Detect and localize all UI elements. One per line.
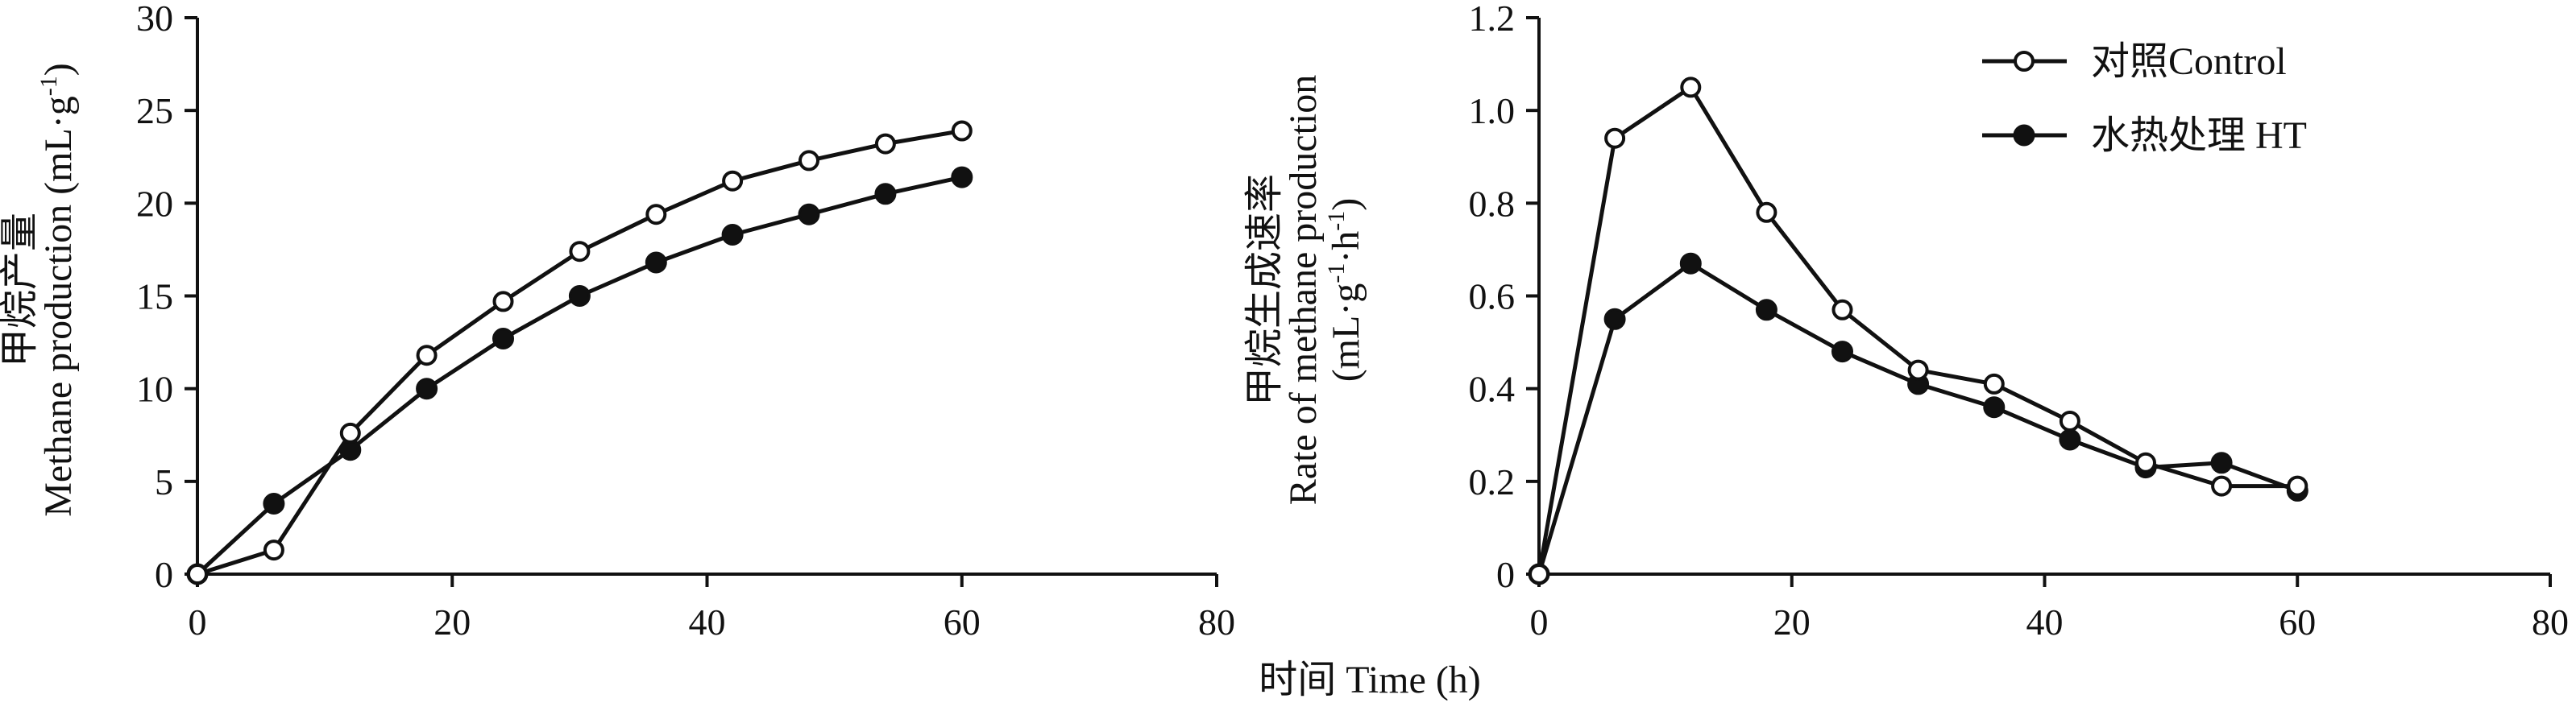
right-point-control <box>1604 127 1626 149</box>
left-x-tick-label: 60 <box>944 602 981 643</box>
left-ylabel-en: Methane production (mL·g-1) <box>35 63 80 517</box>
legend-marker-control <box>2014 51 2035 72</box>
right-point-ht <box>2059 428 2081 451</box>
right-y-tick-label: 1.2 <box>1469 0 1516 39</box>
left-point-control <box>187 564 208 585</box>
left-chart-panel: 0 5 10 15 20 25 30 0 20 40 60 80 甲烷产量 Methane produ… <box>0 0 1235 643</box>
right-x-tick-label: 20 <box>1773 602 1811 643</box>
right-point-ht <box>1983 396 2006 419</box>
right-x-tick-label: 80 <box>2532 602 2569 643</box>
left-point-control <box>416 345 438 366</box>
right-point-control <box>2211 475 2233 497</box>
right-point-ht <box>1831 341 1853 363</box>
left-y-tick-label: 20 <box>136 183 173 224</box>
left-y-tick-label: 25 <box>136 90 173 131</box>
left-x-tick-label: 20 <box>433 602 471 643</box>
left-y-tick-label: 0 <box>155 554 173 595</box>
right-x-tick-label: 60 <box>2279 602 2316 643</box>
right-point-control <box>1529 564 1549 585</box>
right-point-ht <box>1755 299 1777 321</box>
left-series-line-control <box>197 129 963 577</box>
left-point-ht <box>645 251 667 274</box>
legend-label-control: 对照Control <box>2091 40 2287 83</box>
left-y-tick-label: 10 <box>136 369 173 410</box>
right-point-control <box>1831 299 1853 320</box>
right-y-tick-label: 0.2 <box>1469 461 1516 502</box>
right-point-control <box>1907 359 1929 381</box>
left-point-ht <box>721 224 744 246</box>
right-point-control <box>2135 452 2156 473</box>
right-x-tick-label: 40 <box>2026 602 2064 643</box>
left-point-control <box>874 133 896 155</box>
right-series-line-ht <box>1537 261 2299 575</box>
right-y-tick-label: 0.6 <box>1469 276 1516 317</box>
left-point-ht <box>263 493 285 515</box>
left-y-tick-label: 30 <box>136 0 173 39</box>
legend-label-ht: 水热处理 HT <box>2091 114 2307 157</box>
left-y-tick-label: 15 <box>136 276 173 317</box>
left-axes <box>196 18 1217 576</box>
left-point-ht <box>416 378 438 400</box>
right-y-tick-label: 0.8 <box>1469 183 1516 224</box>
left-point-control <box>492 291 514 312</box>
right-ticks: 0 0.2 0.4 0.6 0.8 1.0 1.2 0 20 40 60 80 <box>1469 0 2570 643</box>
left-x-tick-label: 0 <box>189 602 207 643</box>
right-series-line-control <box>1537 85 2298 575</box>
left-ylabel-en-sup: -1 <box>35 76 62 96</box>
left-point-ht <box>568 285 591 307</box>
right-point-control <box>1756 201 1777 223</box>
right-ylabel-units: (mL·g-1·h-1) <box>1323 198 1367 382</box>
left-series-line-ht <box>196 175 963 576</box>
left-y-tick-label: 5 <box>155 461 173 502</box>
left-ticks: 0 5 10 15 20 25 30 0 20 40 60 80 <box>136 0 1235 643</box>
legend: 对照Control 水热处理 HT <box>1982 40 2307 157</box>
right-ylabel-units-a: (mL·g <box>1325 283 1367 382</box>
left-point-control <box>645 204 667 225</box>
right-axes <box>1537 18 2550 576</box>
left-point-ht <box>951 166 973 188</box>
left-point-control <box>799 150 819 172</box>
left-ylabel-en-end: ) <box>37 63 80 76</box>
left-point-control <box>722 170 744 192</box>
right-ylabel-units-c: ) <box>1325 198 1367 211</box>
right-ylabel-units-sup1: -1 <box>1323 263 1350 283</box>
left-point-control <box>263 540 284 561</box>
right-point-control <box>1680 76 1702 98</box>
left-point-ht <box>798 203 820 225</box>
left-point-control <box>951 120 973 142</box>
right-point-control <box>2287 475 2308 497</box>
right-ylabel-units-b: ·h <box>1325 231 1367 263</box>
left-ylabel-cn: 甲烷产量 <box>0 213 41 367</box>
shared-xlabel: 时间 Time (h) <box>1259 659 1481 701</box>
right-y-tick-label: 0 <box>1496 554 1515 595</box>
left-series-layer <box>186 120 973 585</box>
right-point-control <box>1983 373 2005 395</box>
left-x-tick-label: 40 <box>689 602 726 643</box>
right-point-ht <box>2210 452 2233 474</box>
right-point-ht <box>1603 308 1626 330</box>
right-y-tick-label: 1.0 <box>1469 90 1516 131</box>
right-ylabel-cn: 甲烷生成速率 <box>1243 174 1286 406</box>
left-ylabel-en-main: Methane production (mL·g <box>37 96 80 517</box>
right-chart-panel: 0 0.2 0.4 0.6 0.8 1.0 1.2 0 20 40 60 80 甲烷生成速率 Rate… <box>1243 0 2569 643</box>
legend-marker-ht <box>2013 124 2035 147</box>
right-x-tick-label: 0 <box>1530 602 1549 643</box>
right-series-layer <box>1528 76 2308 585</box>
right-point-ht <box>1679 252 1702 275</box>
left-x-tick-label: 80 <box>1198 602 1235 643</box>
right-y-tick-label: 0.4 <box>1469 369 1516 410</box>
right-ylabel-en: Rate of methane production <box>1282 75 1325 506</box>
left-point-ht <box>492 328 514 349</box>
left-point-control <box>339 422 361 444</box>
right-ylabel-units-sup2: -1 <box>1323 211 1350 231</box>
left-point-control <box>569 241 591 263</box>
left-point-ht <box>874 183 897 205</box>
right-point-control <box>2059 411 2080 432</box>
